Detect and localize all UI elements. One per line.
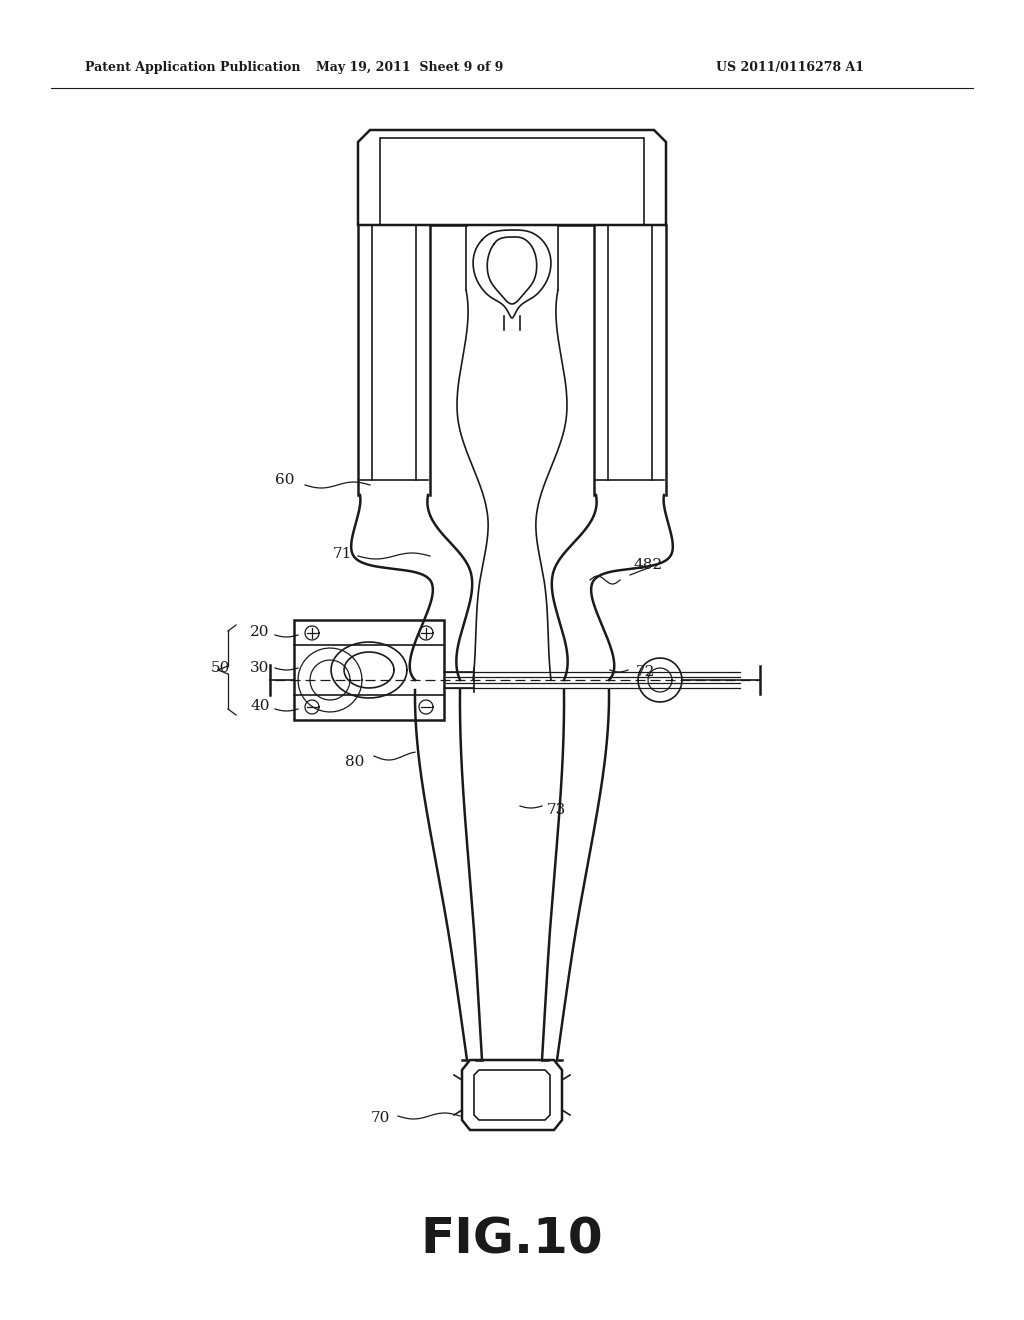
Text: 72: 72	[635, 665, 654, 678]
Text: 50: 50	[210, 661, 229, 675]
Text: 60: 60	[275, 473, 295, 487]
Text: Patent Application Publication: Patent Application Publication	[85, 62, 300, 74]
Text: 73: 73	[547, 803, 565, 817]
Text: 482: 482	[634, 558, 663, 572]
Text: 80: 80	[345, 755, 365, 770]
Polygon shape	[294, 620, 444, 719]
Text: May 19, 2011  Sheet 9 of 9: May 19, 2011 Sheet 9 of 9	[316, 62, 504, 74]
Text: US 2011/0116278 A1: US 2011/0116278 A1	[716, 62, 864, 74]
Text: 30: 30	[250, 661, 269, 675]
Text: FIG.10: FIG.10	[421, 1216, 603, 1265]
Text: 20: 20	[250, 624, 269, 639]
Text: 40: 40	[250, 700, 269, 713]
Text: 70: 70	[371, 1111, 390, 1125]
Text: 71: 71	[333, 546, 351, 561]
